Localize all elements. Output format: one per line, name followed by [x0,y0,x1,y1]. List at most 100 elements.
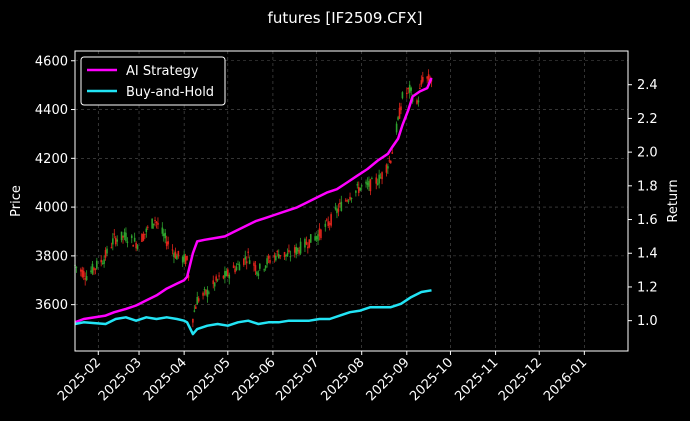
candle-body [426,76,428,79]
plot-frame [74,50,629,352]
candle-body [376,183,379,185]
candle-body [81,269,84,277]
chart-title: futures [IF2509.CFX] [268,9,423,27]
candle-body [259,263,261,269]
candle-body [324,223,327,227]
candle-body [320,229,322,239]
candle-body [427,74,430,81]
candle-body [197,298,200,302]
candle-body [123,232,126,238]
candle-body [238,264,241,271]
candle-body [368,180,370,187]
series-line-buy-and-hold [74,289,432,336]
candle-body [244,256,247,260]
candle-body [85,276,88,281]
candle-body [408,84,411,93]
candle-body [317,234,319,241]
candle-body [130,235,133,239]
candle-body [340,201,343,211]
candle-body [339,203,341,205]
candle-body [136,245,139,249]
candle-body [257,273,260,276]
candle-body [93,267,95,271]
candle-body [84,278,86,280]
candle-body [218,275,220,277]
candle-body [387,166,389,169]
candle-body [141,234,143,243]
candle-body [385,164,388,173]
y2-tick-label: 1.0 [637,314,658,329]
candle-body [142,234,145,241]
candle-body [82,270,85,278]
candle-body [420,80,423,85]
y-axis-right: 1.0 1.2 1.4 1.6 1.8 2.0 2.2 2.4 [628,78,658,329]
candle-body [273,255,276,258]
candle-body [295,247,297,255]
candle-body [114,237,117,245]
candle-body [275,255,277,261]
candle-body [283,252,286,258]
candle-body [167,241,169,245]
candle-body [330,214,332,226]
candle-body [90,270,92,273]
candle-body [304,238,306,248]
candle-body [344,200,347,202]
candle-body [356,184,359,186]
candle-body [151,218,153,229]
candle-body [279,255,281,257]
candle-body [325,219,328,221]
y-tick-label: 4600 [35,54,68,69]
candle-body [193,310,196,312]
candle-body [401,92,404,99]
candle-body [266,258,268,265]
candle-body [181,256,184,263]
candle-body [125,232,127,241]
candle-body [135,242,137,249]
y-axis-label: Price [9,185,24,217]
y2-axis-label: Return [666,179,681,222]
y-tick-label: 4200 [35,152,68,167]
legend-label-ai-strategy: AI Strategy [126,64,199,79]
candle-body [162,233,165,237]
candle-body [216,279,219,281]
candle-body [309,234,312,243]
y2-tick-label: 1.8 [637,179,658,194]
candle-body [336,208,338,214]
candle-body [101,263,104,265]
candle-body [254,265,257,271]
candle-body [417,100,420,103]
candle-body [120,231,123,241]
candle-body [267,255,270,259]
candle-body [132,244,135,247]
candle-body [106,248,108,254]
candle-body [308,239,311,248]
candle-body [248,260,251,264]
candle-body [205,289,207,295]
candle-body [277,254,280,259]
candle-body [398,107,401,119]
candle-body [104,249,107,258]
candle-body [247,251,249,253]
candle-body [202,292,204,296]
candle-body [371,178,373,180]
candle-body [289,256,292,258]
y-tick-label: 4000 [35,201,68,216]
candle-body [194,306,197,309]
candle-body [293,247,296,253]
candle-body [337,208,340,212]
candlesticks [74,69,433,328]
candle-body [365,181,367,184]
candle-body [113,233,116,235]
candle-body [346,200,348,202]
y2-tick-label: 1.6 [637,213,658,228]
candle-body [215,276,217,281]
candle-body [243,258,245,265]
candle-body [91,263,94,274]
candle-body [350,197,353,200]
candle-body [379,177,382,179]
candle-body [224,271,226,278]
candle-body [327,221,330,226]
candle-body [285,254,287,256]
candle-body [298,250,300,254]
candle-body [263,269,265,271]
